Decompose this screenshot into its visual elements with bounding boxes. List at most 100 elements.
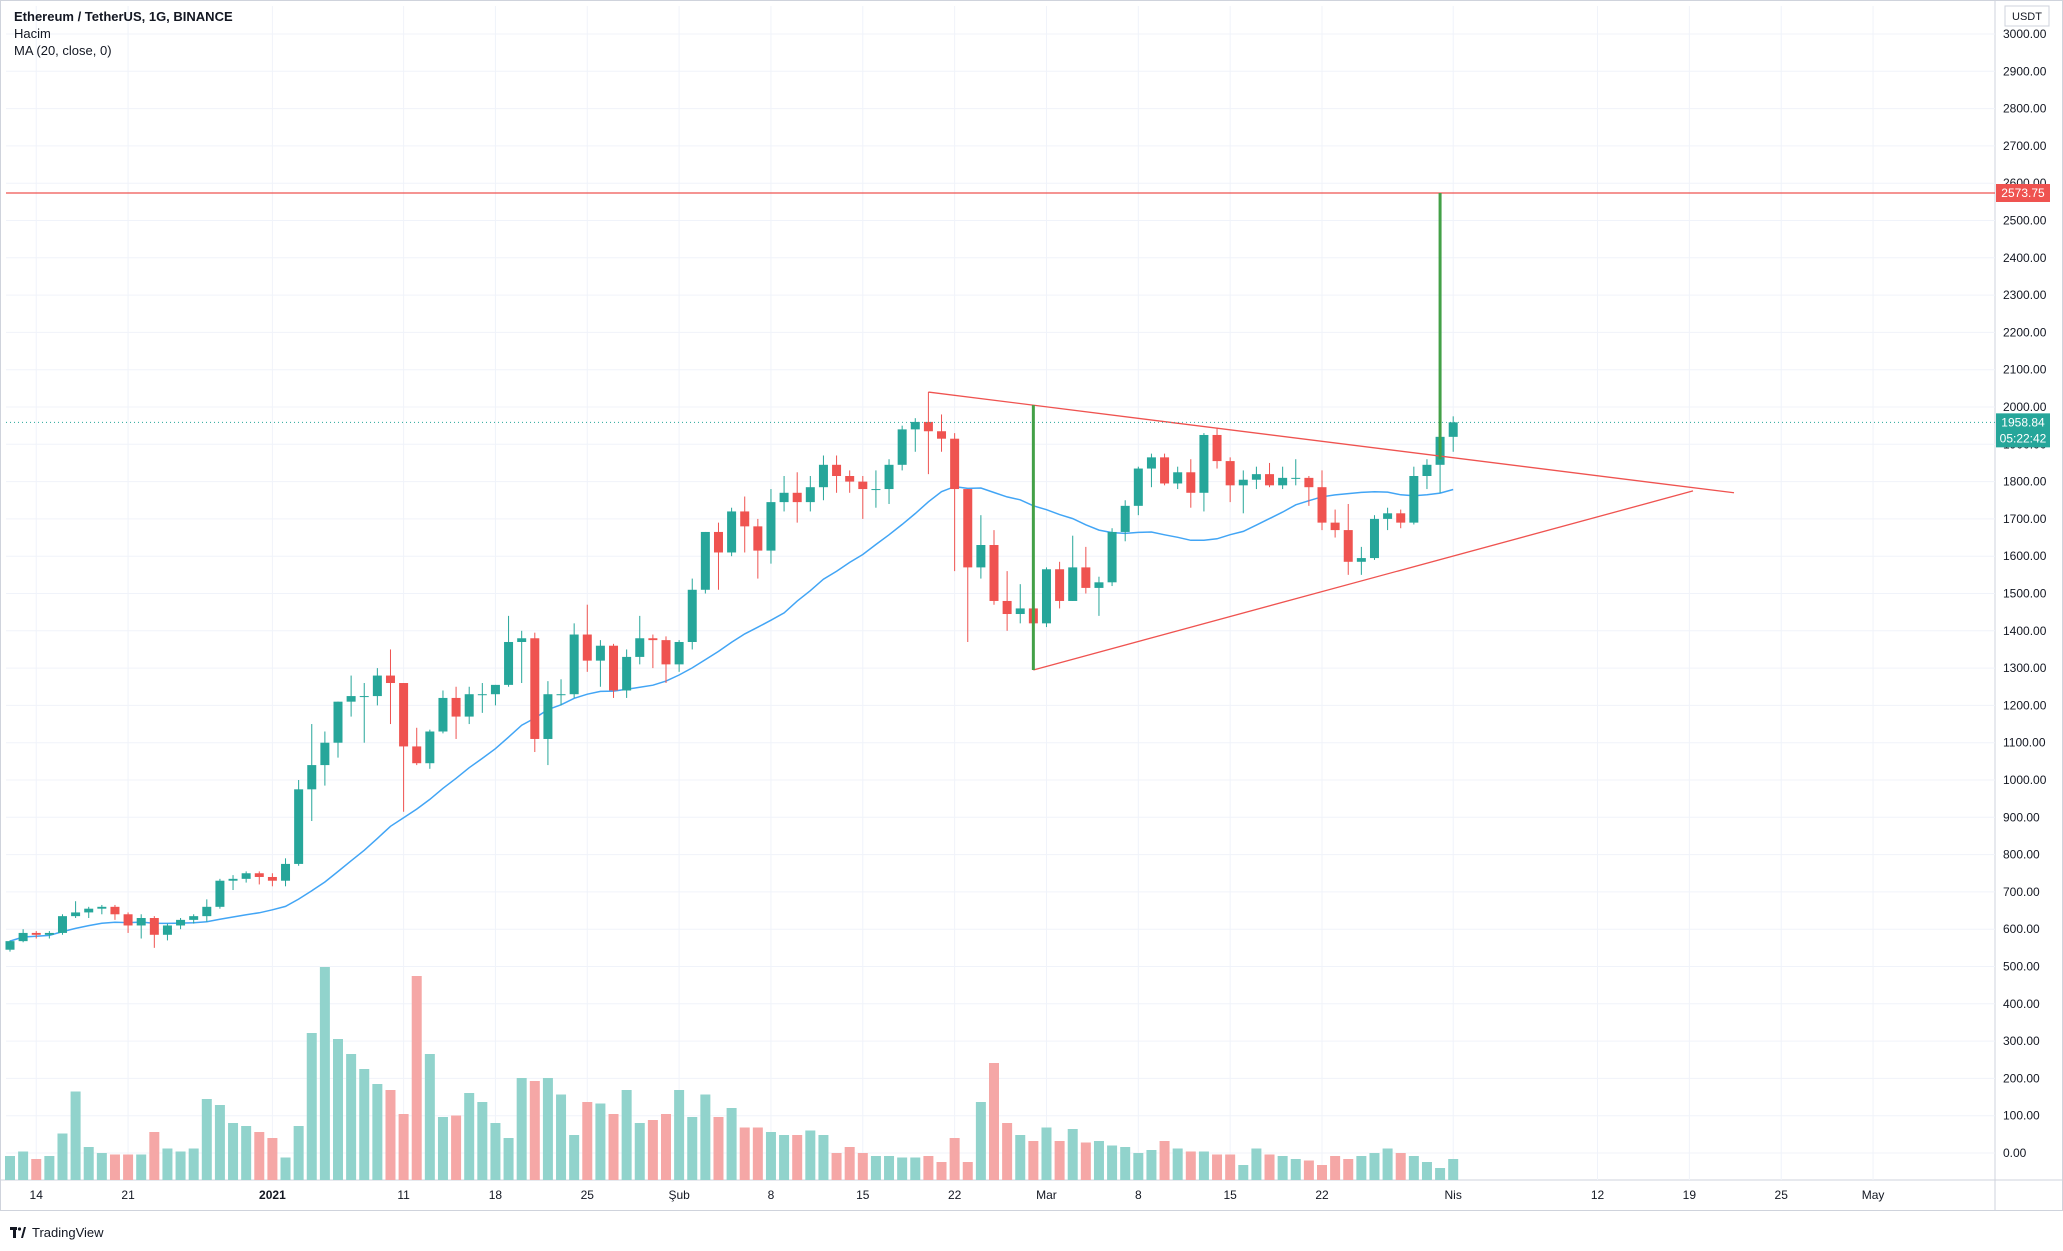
time-tick-label: 22	[948, 1188, 962, 1202]
volume-bar	[805, 1130, 816, 1180]
candle	[294, 780, 304, 866]
volume-bar	[70, 1091, 81, 1180]
currency-box	[2004, 5, 2050, 27]
volume-bar	[1395, 1153, 1406, 1180]
tradingview-brand[interactable]: TradingView	[10, 1225, 104, 1240]
candle-body	[556, 694, 566, 696]
candle-body	[1133, 468, 1143, 506]
volume-bar	[319, 967, 330, 1180]
candle	[176, 918, 186, 930]
volume-bar	[1435, 1168, 1446, 1180]
volume-bar	[1369, 1153, 1380, 1180]
candle	[1343, 503, 1353, 575]
candle-body	[1278, 477, 1288, 486]
candle	[18, 929, 28, 943]
volume-bar	[792, 1135, 803, 1180]
candle-body	[530, 638, 540, 739]
volume-bar	[1015, 1135, 1026, 1180]
symbol-title[interactable]: Ethereum / TetherUS, 1G, BINANCE	[14, 9, 233, 24]
volume-bar	[582, 1102, 593, 1180]
bar-countdown: 05:22:42	[2000, 431, 2047, 445]
volume-bar	[1146, 1150, 1157, 1180]
candle	[1396, 509, 1406, 529]
price-tick-label: 1300.00	[2003, 661, 2047, 675]
candle	[1015, 584, 1025, 624]
candle	[1278, 466, 1288, 490]
time-tick-label: 18	[489, 1188, 503, 1202]
candle	[359, 683, 369, 743]
volume-bar	[83, 1147, 94, 1180]
volume-bar	[647, 1120, 658, 1180]
volume-bar	[818, 1135, 829, 1180]
candle-body	[123, 914, 133, 926]
volume-bar	[96, 1153, 107, 1180]
volume-bar	[359, 1069, 370, 1180]
candle-body	[1383, 513, 1393, 519]
price-tick-label: 400.00	[2003, 997, 2040, 1011]
candle	[1330, 509, 1340, 538]
candle-body	[543, 694, 553, 739]
volume-bar	[529, 1081, 540, 1180]
candle-body	[490, 684, 500, 695]
time-tick-label: 15	[856, 1188, 870, 1202]
target-price-badge	[1996, 183, 2050, 202]
candle-body	[346, 696, 356, 702]
candle	[1199, 433, 1209, 512]
candle-body	[1120, 505, 1130, 532]
volume-bar	[1212, 1154, 1223, 1180]
candle-body	[1225, 461, 1235, 486]
candle	[333, 701, 343, 758]
candle-body	[766, 502, 776, 551]
candle-body	[1002, 600, 1012, 615]
candle	[346, 675, 356, 717]
candle-body	[740, 511, 750, 527]
candle-body	[569, 634, 579, 695]
time-tick-label: 19	[1683, 1188, 1697, 1202]
volume-bar	[569, 1135, 580, 1180]
candle	[832, 455, 842, 493]
candle	[753, 518, 763, 579]
candle-body	[897, 429, 907, 465]
volume-bar	[201, 1099, 212, 1180]
time-tick-label: 21	[121, 1188, 135, 1202]
candle-body	[44, 932, 54, 935]
volume-bar	[451, 1115, 462, 1180]
candle-body	[976, 545, 986, 568]
candle-body	[687, 589, 697, 642]
current-price-badge	[1996, 413, 2050, 448]
candle	[792, 472, 802, 523]
candle-body	[228, 878, 238, 881]
candle-body	[5, 941, 15, 950]
volume-bar	[162, 1148, 173, 1180]
volume-indicator-label[interactable]: Hacim	[14, 26, 51, 41]
volume-bar	[1041, 1127, 1052, 1180]
price-tick-label: 300.00	[2003, 1034, 2040, 1048]
volume-bar	[1382, 1148, 1393, 1180]
candle	[149, 916, 159, 948]
candle	[1041, 567, 1051, 628]
volume-bar	[437, 1117, 448, 1180]
candle-body	[1369, 518, 1379, 559]
candle-body	[372, 675, 382, 697]
candle-body	[858, 481, 868, 490]
candle	[963, 489, 973, 642]
candle	[1002, 571, 1012, 631]
volume-bar	[752, 1127, 763, 1180]
candle	[989, 530, 999, 605]
candle-body	[504, 641, 514, 685]
candle	[845, 470, 855, 493]
candle	[530, 632, 540, 753]
candle	[700, 531, 710, 594]
volume-bar	[1408, 1156, 1419, 1180]
ma-indicator-label[interactable]: MA (20, close, 0)	[14, 43, 112, 58]
volume-bar	[1133, 1153, 1144, 1180]
candle-body	[71, 912, 81, 917]
candle-body	[110, 906, 120, 915]
current-price-value: 1958.84	[2001, 415, 2045, 429]
candle-body	[477, 694, 487, 696]
volume-bar	[1198, 1151, 1209, 1180]
volume-bar	[1251, 1148, 1262, 1180]
candle	[1173, 466, 1183, 490]
